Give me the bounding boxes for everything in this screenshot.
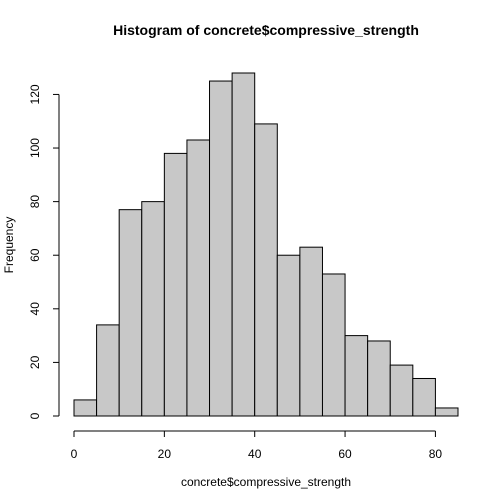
x-axis: 0 20 40 60 80 [71,430,443,461]
y-axis: 0 20 40 60 80 100 120 [28,84,60,419]
histogram-bar [209,80,233,417]
histogram-bar [344,335,369,417]
x-tick-label: 40 [248,447,262,461]
histogram-bar [412,377,436,417]
histogram-bar [299,246,323,417]
y-tick-label: 20 [28,355,42,369]
x-tick-label: 20 [158,447,172,461]
histogram-bar [367,340,391,417]
histogram-bar [321,273,346,417]
histogram-bar [141,201,165,417]
histogram-bar [389,364,414,417]
histogram-bar [118,209,143,417]
x-tick-label: 60 [338,447,352,461]
x-tick-label: 0 [71,447,78,461]
histogram-bar [163,152,188,417]
histogram-bar [73,399,98,417]
histogram-bar [186,139,211,417]
histogram-bar [96,324,120,417]
y-tick-label: 60 [28,248,42,262]
y-axis-label: Frequency [2,217,16,274]
histogram-bar [254,123,278,417]
x-axis-label: concrete$compressive_strength [181,475,351,489]
y-tick-label: 80 [28,195,42,209]
y-tick-label: 0 [28,412,42,419]
histogram-bar [276,254,301,417]
histogram-bar [434,407,459,417]
y-tick-label: 100 [28,138,42,158]
y-tick-label: 40 [28,302,42,316]
bars-group [73,72,459,417]
y-tick-label: 120 [28,84,42,104]
histogram-bar [231,72,256,417]
chart-title: Histogram of concrete$compressive_streng… [113,22,419,38]
x-tick-label: 80 [429,447,443,461]
